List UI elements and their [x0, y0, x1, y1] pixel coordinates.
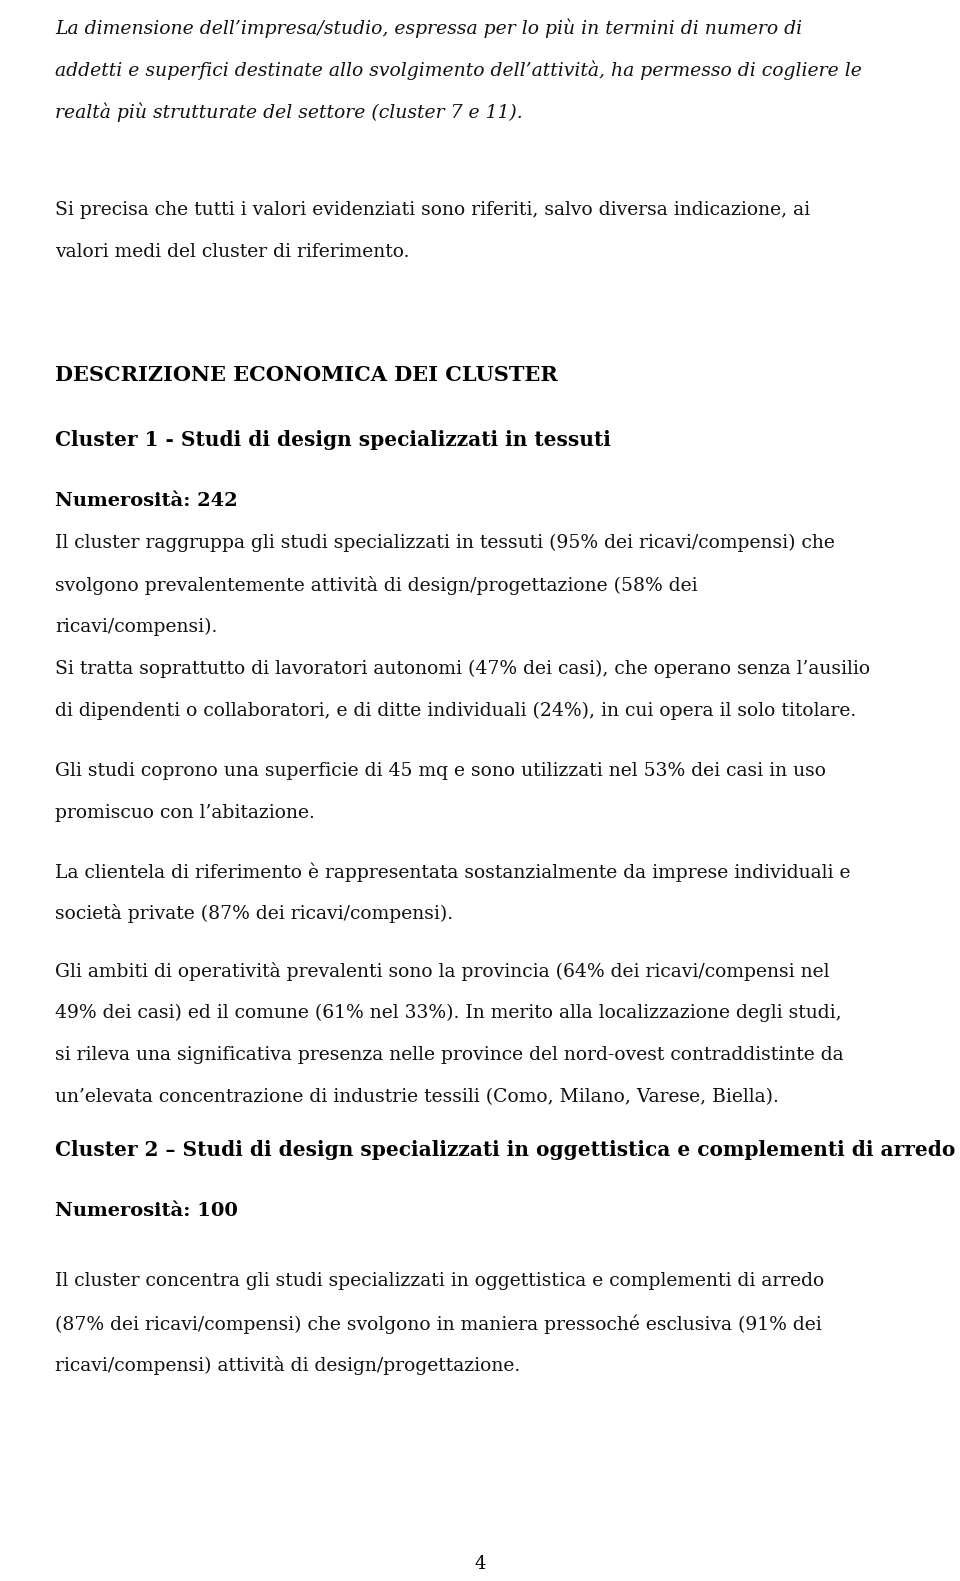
- Text: Gli studi coprono una superficie di 45 mq e sono utilizzati nel 53% dei casi in : Gli studi coprono una superficie di 45 m…: [55, 762, 826, 779]
- Text: La dimensione dell’impresa/studio, espressa per lo più in termini di numero di: La dimensione dell’impresa/studio, espre…: [55, 17, 803, 38]
- Text: un’elevata concentrazione di industrie tessili (Como, Milano, Varese, Biella).: un’elevata concentrazione di industrie t…: [55, 1088, 779, 1107]
- Text: Numerosità: 100: Numerosità: 100: [55, 1202, 238, 1221]
- Text: valori medi del cluster di riferimento.: valori medi del cluster di riferimento.: [55, 243, 410, 261]
- Text: Gli ambiti di operatività prevalenti sono la provincia (64% dei ricavi/compensi : Gli ambiti di operatività prevalenti son…: [55, 961, 829, 980]
- Text: Si precisa che tutti i valori evidenziati sono riferiti, salvo diversa indicazio: Si precisa che tutti i valori evidenziat…: [55, 201, 810, 220]
- Text: ricavi/compensi).: ricavi/compensi).: [55, 618, 217, 636]
- Text: di dipendenti o collaboratori, e di ditte individuali (24%), in cui opera il sol: di dipendenti o collaboratori, e di ditt…: [55, 702, 856, 721]
- Text: si rileva una significativa presenza nelle province del nord-ovest contraddistin: si rileva una significativa presenza nel…: [55, 1047, 844, 1064]
- Text: 4: 4: [474, 1556, 486, 1573]
- Text: promiscuo con l’abitazione.: promiscuo con l’abitazione.: [55, 805, 315, 822]
- Text: addetti e superfici destinate allo svolgimento dell’attività, ha permesso di cog: addetti e superfici destinate allo svolg…: [55, 60, 862, 79]
- Text: realtà più strutturate del settore (cluster 7 e 11).: realtà più strutturate del settore (clus…: [55, 103, 523, 122]
- Text: Cluster 1 - Studi di design specializzati in tessuti: Cluster 1 - Studi di design specializzat…: [55, 430, 611, 451]
- Text: ricavi/compensi) attività di design/progettazione.: ricavi/compensi) attività di design/prog…: [55, 1356, 520, 1375]
- Text: DESCRIZIONE ECONOMICA DEI CLUSTER: DESCRIZIONE ECONOMICA DEI CLUSTER: [55, 365, 558, 386]
- Text: (87% dei ricavi/compensi) che svolgono in maniera pressoché esclusiva (91% dei: (87% dei ricavi/compensi) che svolgono i…: [55, 1314, 822, 1333]
- Text: 49% dei casi) ed il comune (61% nel 33%). In merito alla localizzazione degli st: 49% dei casi) ed il comune (61% nel 33%)…: [55, 1004, 842, 1023]
- Text: La clientela di riferimento è rappresentata sostanzialmente da imprese individua: La clientela di riferimento è rappresent…: [55, 862, 851, 882]
- Text: Il cluster concentra gli studi specializzati in oggettistica e complementi di ar: Il cluster concentra gli studi specializ…: [55, 1273, 825, 1290]
- Text: Il cluster raggruppa gli studi specializzati in tessuti (95% dei ricavi/compensi: Il cluster raggruppa gli studi specializ…: [55, 534, 835, 552]
- Text: svolgono prevalentemente attività di design/progettazione (58% dei: svolgono prevalentemente attività di des…: [55, 575, 698, 594]
- Text: Numerosità: 242: Numerosità: 242: [55, 492, 238, 511]
- Text: Si tratta soprattutto di lavoratori autonomi (47% dei casi), che operano senza l: Si tratta soprattutto di lavoratori auto…: [55, 659, 870, 678]
- Text: società private (87% dei ricavi/compensi).: società private (87% dei ricavi/compensi…: [55, 904, 453, 923]
- Text: Cluster 2 – Studi di design specializzati in oggettistica e complementi di arred: Cluster 2 – Studi di design specializzat…: [55, 1140, 955, 1160]
